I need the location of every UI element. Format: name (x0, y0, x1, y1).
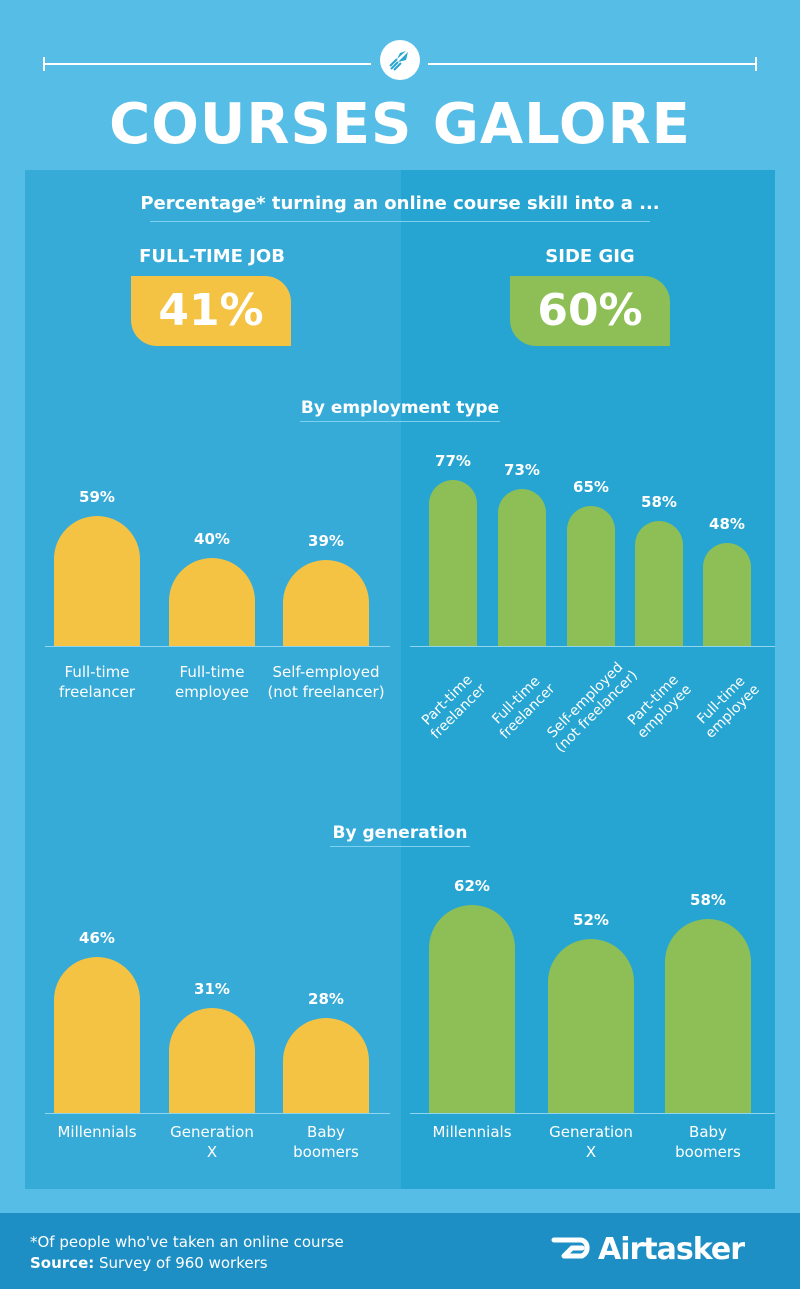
bar-sidegig-generation-1 (429, 905, 515, 1113)
page-title: COURSES GALORE (109, 92, 691, 157)
baseline-fulltime-employment (45, 646, 390, 647)
bar-sidegig-employment-1 (429, 480, 477, 646)
data-label-sidegig-employment-4: 58% (641, 493, 677, 512)
footnote: *Of people who've taken an online course (30, 1233, 344, 1251)
data-label-sidegig-generation-2: 52% (573, 910, 609, 929)
category-label-fulltime-generation-1: Millennials (57, 1123, 137, 1141)
bar-sidegig-employment-4 (635, 521, 683, 646)
data-label-sidegig-employment-2: 73% (504, 461, 540, 480)
footer (0, 1213, 800, 1289)
side-gig-heading: SIDE GIG (545, 246, 635, 267)
top-rule-cap-left (43, 57, 45, 71)
bar-fulltime-employment-2 (169, 558, 255, 646)
data-label-fulltime-generation-3: 28% (308, 989, 344, 1008)
category-label-fulltime-generation-3: Baby boomers (293, 1123, 359, 1161)
subtitle: Percentage* turning an online course ski… (140, 193, 660, 214)
section-underline-generation (330, 846, 470, 847)
baseline-fulltime-generation (45, 1113, 390, 1114)
bar-sidegig-generation-2 (548, 938, 634, 1113)
data-label-sidegig-employment-5: 48% (709, 514, 745, 533)
section-title-generation: By generation (332, 823, 468, 843)
bar-fulltime-generation-2 (169, 1007, 255, 1113)
bar-sidegig-employment-2 (498, 489, 546, 646)
category-label-fulltime-employment-1: Full-time freelancer (58, 663, 136, 701)
full-time-badge: 41% (131, 276, 291, 346)
side-gig-badge: 60% (510, 276, 670, 346)
category-label-sidegig-generation-3: Baby boomers (675, 1123, 741, 1161)
top-rule-left (43, 63, 371, 65)
category-label-sidegig-generation-2: Generation X (549, 1123, 633, 1161)
bar-fulltime-employment-1 (54, 516, 140, 646)
baseline-sidegig-employment (410, 646, 775, 647)
bar-sidegig-employment-5 (703, 542, 751, 646)
airtasker-logo-icon (551, 1237, 590, 1259)
top-rule-right (428, 63, 756, 65)
data-label-fulltime-generation-2: 31% (194, 979, 230, 998)
section-underline-employment (300, 421, 500, 422)
data-label-sidegig-employment-1: 77% (435, 452, 471, 471)
category-label-fulltime-generation-2: Generation X (170, 1123, 254, 1161)
baseline-sidegig-generation (410, 1113, 775, 1114)
category-label-fulltime-employment-3: Self-employed (not freelancer) (267, 663, 385, 701)
category-label-sidegig-generation-1: Millennials (432, 1123, 512, 1141)
data-label-sidegig-employment-3: 65% (573, 478, 609, 497)
data-label-fulltime-employment-3: 39% (308, 532, 344, 551)
source-label: Source: (30, 1254, 95, 1272)
brand-name: Airtasker (598, 1232, 745, 1267)
category-label-fulltime-employment-2: Full-time employee (174, 663, 250, 701)
data-label-fulltime-employment-2: 40% (194, 530, 230, 548)
top-rule-cap-right (755, 57, 757, 71)
data-label-fulltime-generation-1: 46% (79, 928, 115, 947)
bar-fulltime-generation-3 (283, 1017, 369, 1113)
source-line: Source: Survey of 960 workers (30, 1254, 268, 1272)
rocket-icon (380, 40, 420, 80)
bar-sidegig-employment-3 (567, 506, 615, 646)
source-text: Survey of 960 workers (94, 1254, 268, 1272)
full-time-heading: FULL-TIME JOB (139, 246, 285, 267)
section-title-employment: By employment type (300, 398, 500, 418)
data-label-fulltime-employment-1: 59% (79, 488, 115, 507)
bar-fulltime-generation-1 (54, 956, 140, 1113)
subtitle-underline (150, 221, 650, 222)
bar-sidegig-generation-3 (665, 918, 751, 1113)
data-label-sidegig-generation-3: 58% (690, 890, 726, 909)
data-label-sidegig-generation-1: 62% (454, 877, 490, 896)
bar-fulltime-employment-3 (283, 560, 369, 646)
